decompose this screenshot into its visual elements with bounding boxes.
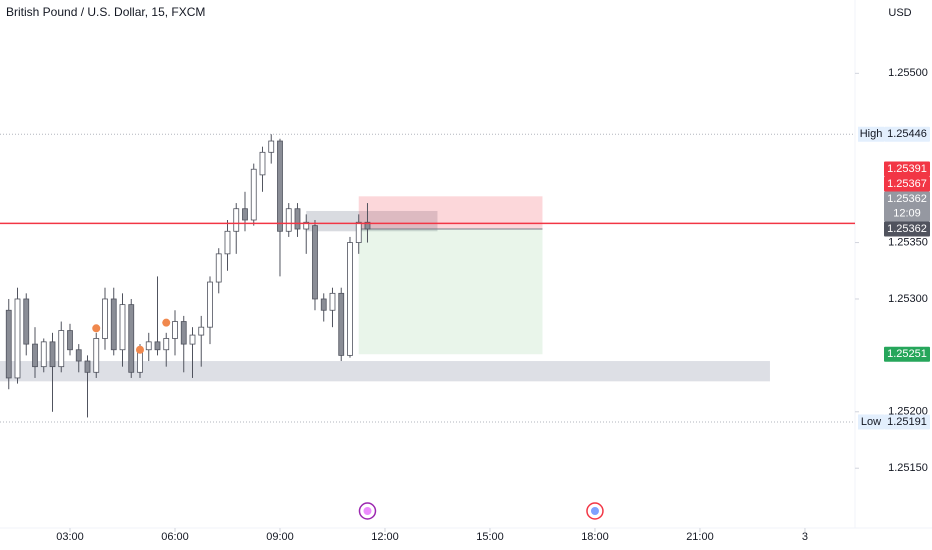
candle-body — [93, 338, 100, 373]
candle-body — [67, 330, 73, 351]
candle-body — [355, 221, 362, 243]
candle-body — [110, 298, 117, 351]
candle-body — [49, 341, 56, 368]
price-label: 1.25391 — [887, 163, 927, 175]
tag-box — [858, 126, 884, 142]
candle-body — [58, 330, 65, 368]
candle-body — [119, 304, 126, 351]
candle-body — [128, 304, 135, 373]
candle-body — [40, 341, 47, 368]
x-tick-label: 03:00 — [56, 531, 84, 543]
candle-body — [102, 298, 108, 339]
zone — [0, 361, 770, 382]
candle-body — [347, 242, 353, 356]
price-label-box — [884, 414, 930, 430]
event-icon-core — [363, 507, 372, 515]
signal-marker — [162, 318, 171, 327]
price-label: 1.25251 — [887, 348, 927, 360]
candle-body — [303, 221, 310, 230]
candle-body — [250, 168, 257, 221]
event-icon-core — [590, 507, 599, 515]
candle-body — [84, 360, 91, 373]
x-tick-label: 15:00 — [476, 531, 504, 543]
candle-body — [154, 341, 161, 351]
candle-body — [180, 321, 187, 345]
candle-body — [338, 292, 345, 356]
candle-body — [145, 341, 152, 351]
tag-label: High — [860, 128, 883, 140]
candle-body — [32, 343, 38, 368]
price-label-box — [884, 191, 930, 222]
candle-body — [268, 140, 275, 153]
signal-marker — [92, 324, 101, 333]
price-label-box — [884, 126, 930, 142]
candle-body — [242, 208, 248, 221]
price-label: 1.25367 — [887, 178, 927, 190]
y-tick-label: 1.25300 — [888, 293, 928, 305]
candle-body — [207, 281, 213, 328]
x-tick-label: 18:00 — [581, 531, 609, 543]
zone — [306, 210, 438, 232]
chart-title: British Pound / U.S. Dollar, 15, FXCM — [6, 5, 205, 19]
x-tick-label: 12:00 — [371, 531, 399, 543]
y-tick-label: 1.25150 — [888, 462, 928, 474]
x-tick-label: 09:00 — [266, 531, 294, 543]
candle-body — [224, 230, 231, 255]
price-label: 1.25362 — [887, 193, 927, 205]
x-tick-label: 06:00 — [161, 531, 189, 543]
price-label-box — [884, 346, 930, 362]
candle-body — [75, 349, 82, 362]
candle-body — [198, 326, 205, 336]
price-label: 1.25446 — [887, 128, 927, 140]
target-zone — [358, 229, 543, 355]
y-tick-label: 1.25500 — [888, 67, 928, 79]
candle-body — [189, 334, 196, 345]
candle-body — [285, 208, 292, 232]
candle-body — [233, 208, 240, 232]
price-label-box — [884, 161, 930, 177]
candle-body — [277, 140, 283, 232]
price-label-box — [884, 221, 930, 237]
price-label: 1.25191 — [887, 416, 927, 428]
candle-body — [329, 292, 336, 311]
candle-body — [259, 151, 266, 176]
candle-body — [294, 208, 301, 230]
tag-label: Low — [861, 416, 881, 428]
candle-body — [5, 309, 12, 379]
price-label-box — [884, 176, 930, 192]
y-tick-label: 1.25350 — [888, 236, 928, 248]
currency-label: USD — [888, 7, 911, 19]
candle-body — [364, 221, 371, 230]
x-tick-label: 3 — [802, 531, 808, 543]
countdown-label: 12:09 — [893, 207, 921, 219]
price-label: 1.25362 — [887, 223, 927, 235]
candle-body — [320, 298, 327, 311]
candle-body — [23, 298, 30, 345]
signal-marker — [135, 345, 144, 354]
candle-body — [14, 298, 21, 379]
candle-body — [215, 253, 222, 283]
candle-body — [172, 321, 178, 339]
tag-box — [858, 414, 884, 430]
candle-body — [312, 225, 318, 300]
x-tick-label: 21:00 — [686, 531, 714, 543]
candle-body — [163, 338, 170, 351]
